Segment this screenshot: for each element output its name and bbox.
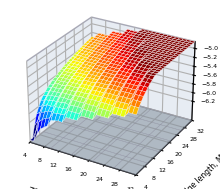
X-axis label: ZZ-edge length, N: ZZ-edge length, N — [27, 187, 96, 189]
Y-axis label: AC-edge length, M: AC-edge length, M — [170, 153, 220, 189]
